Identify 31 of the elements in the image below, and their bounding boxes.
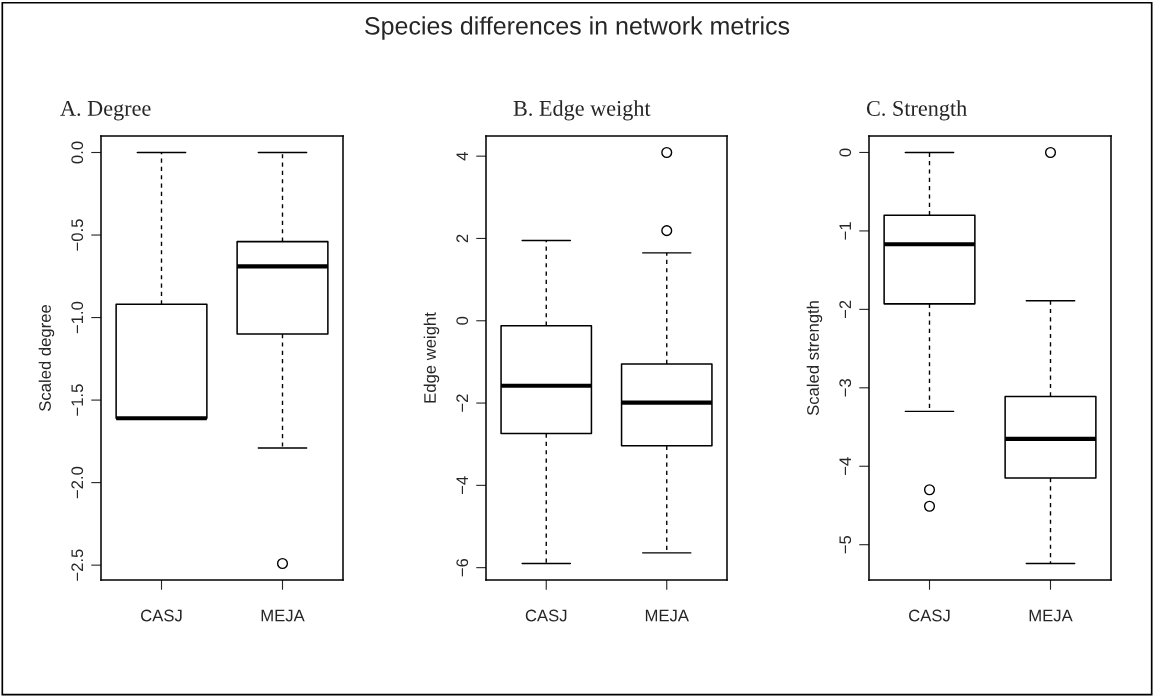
chart-title: C. Strength	[866, 100, 967, 121]
y-tick-label: 4	[456, 152, 468, 161]
y-axis-title: Scaled strength	[806, 301, 823, 416]
y-axis-title: Scaled degree	[38, 304, 55, 411]
y-tick-label: −0.5	[71, 219, 84, 251]
y-tick-label: −1.0	[71, 301, 84, 334]
x-tick-label: MEJA	[261, 609, 305, 622]
y-tick-label: 2	[456, 234, 468, 243]
y-tick-label: −4	[456, 476, 468, 495]
y-tick-label: −2.5	[71, 549, 84, 581]
x-tick-label: MEJA	[645, 609, 689, 622]
y-tick-label: 0	[839, 148, 852, 157]
text: Species differences in network metrics	[365, 16, 790, 40]
y-tick-label: 0	[456, 316, 469, 325]
y-tick-label: 0.0	[71, 141, 84, 164]
y-tick-label: −2	[456, 394, 468, 412]
y-tick-label: −4	[839, 457, 851, 475]
chart-title: B. Edge weight	[513, 100, 651, 121]
chart-title: A. Degree	[60, 100, 151, 121]
y-axis-title: Edge weight	[423, 312, 440, 403]
y-tick-label: −6	[456, 558, 469, 577]
x-tick-label: CASJ	[525, 609, 567, 622]
x-tick-label: CASJ	[141, 609, 182, 622]
y-tick-label: −1	[839, 222, 851, 240]
x-tick-label: CASJ	[909, 609, 950, 622]
y-tick-label: −3	[839, 379, 852, 397]
x-tick-label: MEJA	[1029, 609, 1073, 622]
y-tick-label: −2	[839, 300, 851, 319]
y-tick-label: −5	[839, 535, 852, 554]
y-tick-label: −2.0	[71, 466, 84, 499]
y-tick-label: −1.5	[71, 384, 84, 416]
